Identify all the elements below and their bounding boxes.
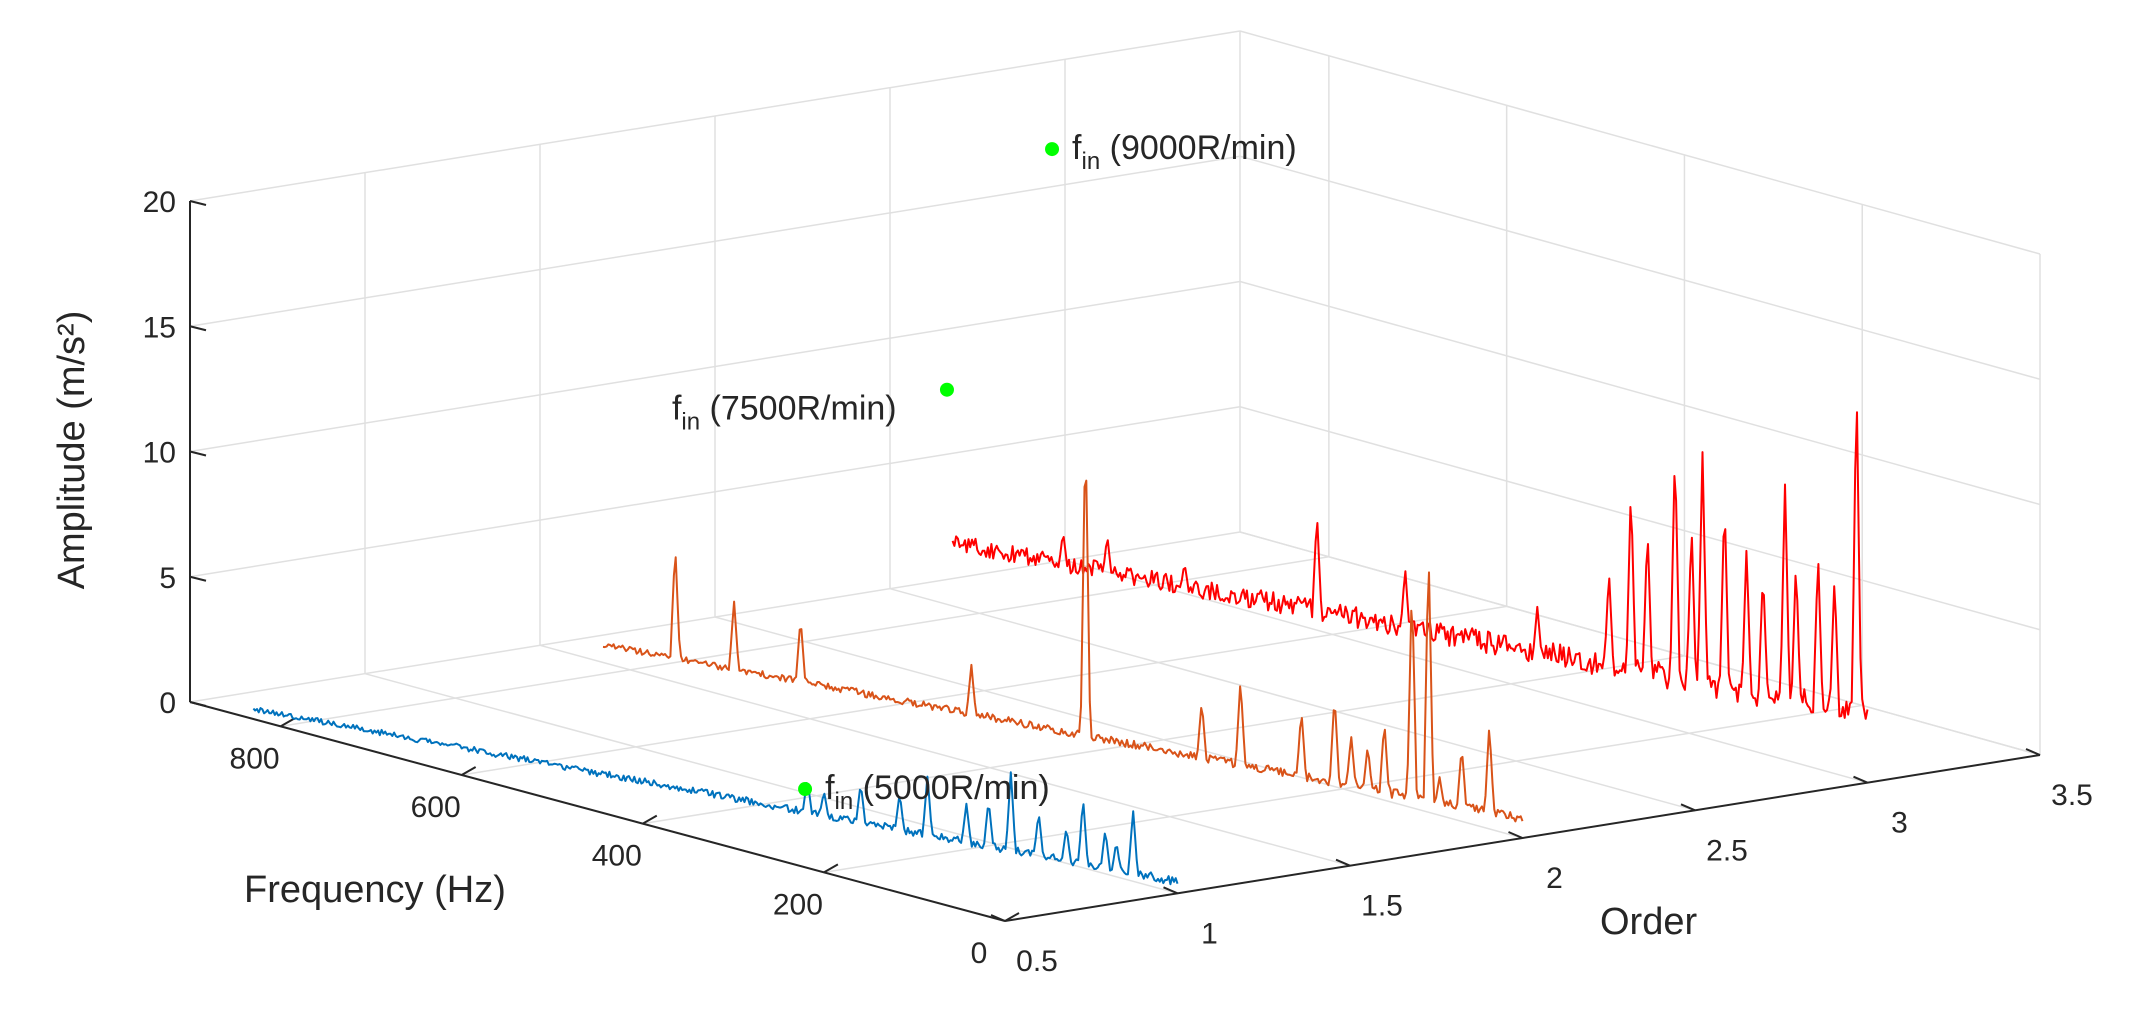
- peak-marker-7500R/min: [939, 382, 954, 397]
- amplitude-tick: [189, 200, 207, 206]
- frequency-tick: [823, 863, 839, 874]
- peak-annotation-9000R/min: fin (9000R/min): [1072, 129, 1297, 175]
- amplitude-tick-label: 5: [159, 562, 176, 595]
- x-axis-label: Frequency (Hz): [244, 869, 506, 911]
- frequency-tick-label: 600: [411, 791, 461, 824]
- amplitude-tick: [189, 575, 207, 582]
- grid-line-z-backwall: [189, 30, 1241, 202]
- grid-line-order-floor: [889, 587, 1696, 812]
- frequency-axis-line: [189, 701, 1006, 922]
- amplitude-tick: [189, 450, 207, 457]
- grid-line-order-floor: [1064, 559, 1868, 784]
- frequency-tick-label: 0: [971, 937, 988, 970]
- frequency-tick-label: 200: [773, 888, 823, 921]
- grid-line-z-sidewall: [1239, 30, 2041, 255]
- order-tick: [1335, 858, 1351, 867]
- frequency-tick: [461, 766, 477, 776]
- y-axis-label: Order: [1600, 901, 1697, 943]
- order-tick: [1853, 775, 1868, 784]
- order-tick: [1508, 831, 1523, 839]
- order-tick-label: 1: [1201, 917, 1218, 950]
- grid-line-order-floor: [714, 616, 1523, 839]
- series-line-7500R/min: [602, 479, 1524, 823]
- axes: 0 200 400 600 800 0.5 1 1.5 2 2.5 3 3.5 0 5 10 15 20: [143, 186, 2093, 978]
- frequency-tick: [642, 814, 658, 825]
- grid-line-z-backwall: [189, 280, 1241, 453]
- amplitude-tick-label: 10: [143, 437, 176, 470]
- order-tick-label: 2: [1546, 862, 1563, 895]
- order-tick: [990, 914, 1006, 922]
- grid-line-z-sidewall: [1239, 280, 2041, 506]
- order-tick-label: 2.5: [1706, 834, 1748, 867]
- series-lines: [252, 411, 1869, 886]
- order-tick: [2025, 748, 2041, 756]
- order-tick-label: 0.5: [1016, 945, 1058, 978]
- amplitude-tick: [189, 325, 207, 332]
- grid-line-order-floor: [1239, 531, 2041, 756]
- peak-marker-5000R/min: [798, 782, 813, 797]
- peak-markers: fin (9000R/min) fin (7500R/min) fin (5000R…: [672, 129, 1297, 815]
- z-axis-label: Amplitude (m/s²): [51, 311, 93, 590]
- frequency-tick-label: 800: [230, 742, 280, 775]
- axis-labels: Frequency (Hz) Order Amplitude (m/s²): [51, 311, 1697, 943]
- series-line-5000R/min: [252, 707, 1179, 886]
- order-tick-label: 1.5: [1361, 890, 1403, 923]
- grid-line-z-sidewall: [1239, 155, 2041, 380]
- peak-annotation-5000R/min: fin (5000R/min): [825, 769, 1050, 815]
- order-tick-label: 3: [1891, 807, 1908, 840]
- grid-line-order-floor: [364, 672, 1178, 895]
- amplitude-tick-label: 0: [159, 687, 176, 720]
- order-tick-label: 3.5: [2051, 779, 2093, 812]
- grid-line-order-floor: [539, 644, 1351, 867]
- frequency-tick-label: 400: [592, 840, 642, 873]
- grid-line-z-sidewall: [1239, 406, 2041, 631]
- amplitude-tick-label: 20: [143, 186, 176, 219]
- grid-line-z-backwall: [189, 406, 1241, 578]
- frequency-tick: [280, 717, 296, 728]
- amplitude-tick-label: 15: [143, 311, 176, 344]
- peak-marker-9000R/min: [1045, 142, 1060, 157]
- amplitude-tick: [189, 701, 207, 707]
- grid-line-z-backwall: [189, 155, 1241, 327]
- order-tick: [1163, 886, 1178, 895]
- order-tick: [1680, 803, 1696, 812]
- frequency-tick: [1004, 912, 1020, 922]
- peak-annotation-7500R/min: fin (7500R/min): [672, 390, 897, 436]
